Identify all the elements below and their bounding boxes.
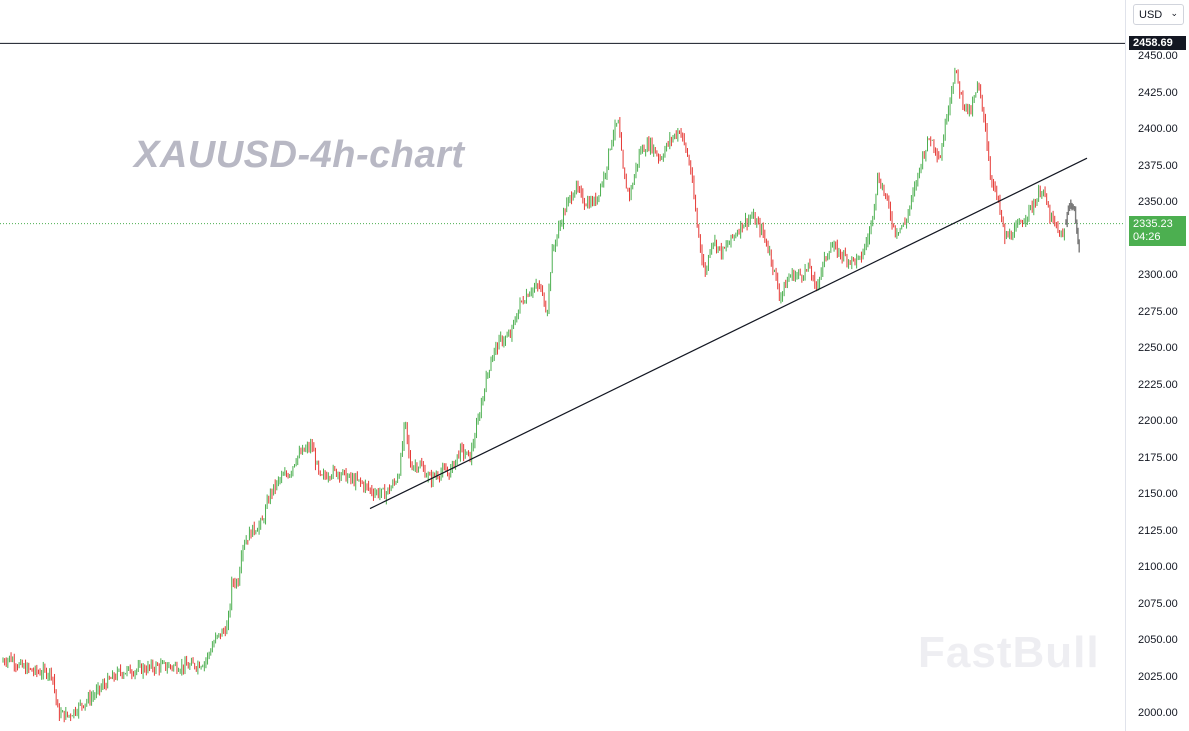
price-chart[interactable] (0, 0, 1125, 731)
candles (2, 67, 1065, 723)
currency-select[interactable]: USD ⌄ (1133, 4, 1184, 25)
bar-countdown: 04:26 (1133, 230, 1161, 243)
price-tick-label: 2425.00 (1138, 86, 1178, 99)
projection-path (1065, 199, 1080, 253)
fastbull-watermark: FastBull (918, 628, 1100, 677)
last-price-value: 2335.23 (1133, 217, 1173, 230)
price-tick-label: 2050.00 (1138, 634, 1178, 646)
price-tick-label: 2350.00 (1138, 196, 1178, 208)
price-tick-label: 2000.00 (1138, 707, 1178, 719)
chart-title: XAUUSD-4h-chart (134, 134, 465, 176)
horizontal-level-label: 2458.69 (1129, 36, 1186, 51)
currency-label: USD (1139, 8, 1163, 21)
price-tick-label: 2225.00 (1138, 378, 1178, 391)
price-tick-label: 2075.00 (1138, 597, 1178, 610)
trendline (369, 157, 1088, 510)
price-tick-label: 2275.00 (1138, 305, 1178, 318)
price-tick-label: 2025.00 (1138, 670, 1178, 683)
price-tick-label: 2200.00 (1138, 415, 1178, 427)
price-tick-label: 2125.00 (1138, 524, 1178, 537)
price-tick-label: 2150.00 (1138, 488, 1178, 500)
price-tick-label: 2375.00 (1138, 159, 1178, 172)
last-price-label: 2335.23 04:26 (1129, 215, 1186, 246)
price-tick-label: 2175.00 (1138, 451, 1178, 464)
price-tick-label: 2400.00 (1138, 123, 1178, 135)
price-tick-label: 2300.00 (1138, 269, 1178, 281)
chevron-down-icon: ⌄ (1170, 8, 1178, 18)
price-tick-label: 2100.00 (1138, 561, 1178, 573)
price-tick-label: 2250.00 (1138, 342, 1178, 354)
chart-area[interactable]: XAUUSD-4h-chart FastBull (0, 0, 1125, 731)
price-axis[interactable] (1125, 0, 1189, 731)
price-tick-label: 2450.00 (1138, 50, 1178, 62)
